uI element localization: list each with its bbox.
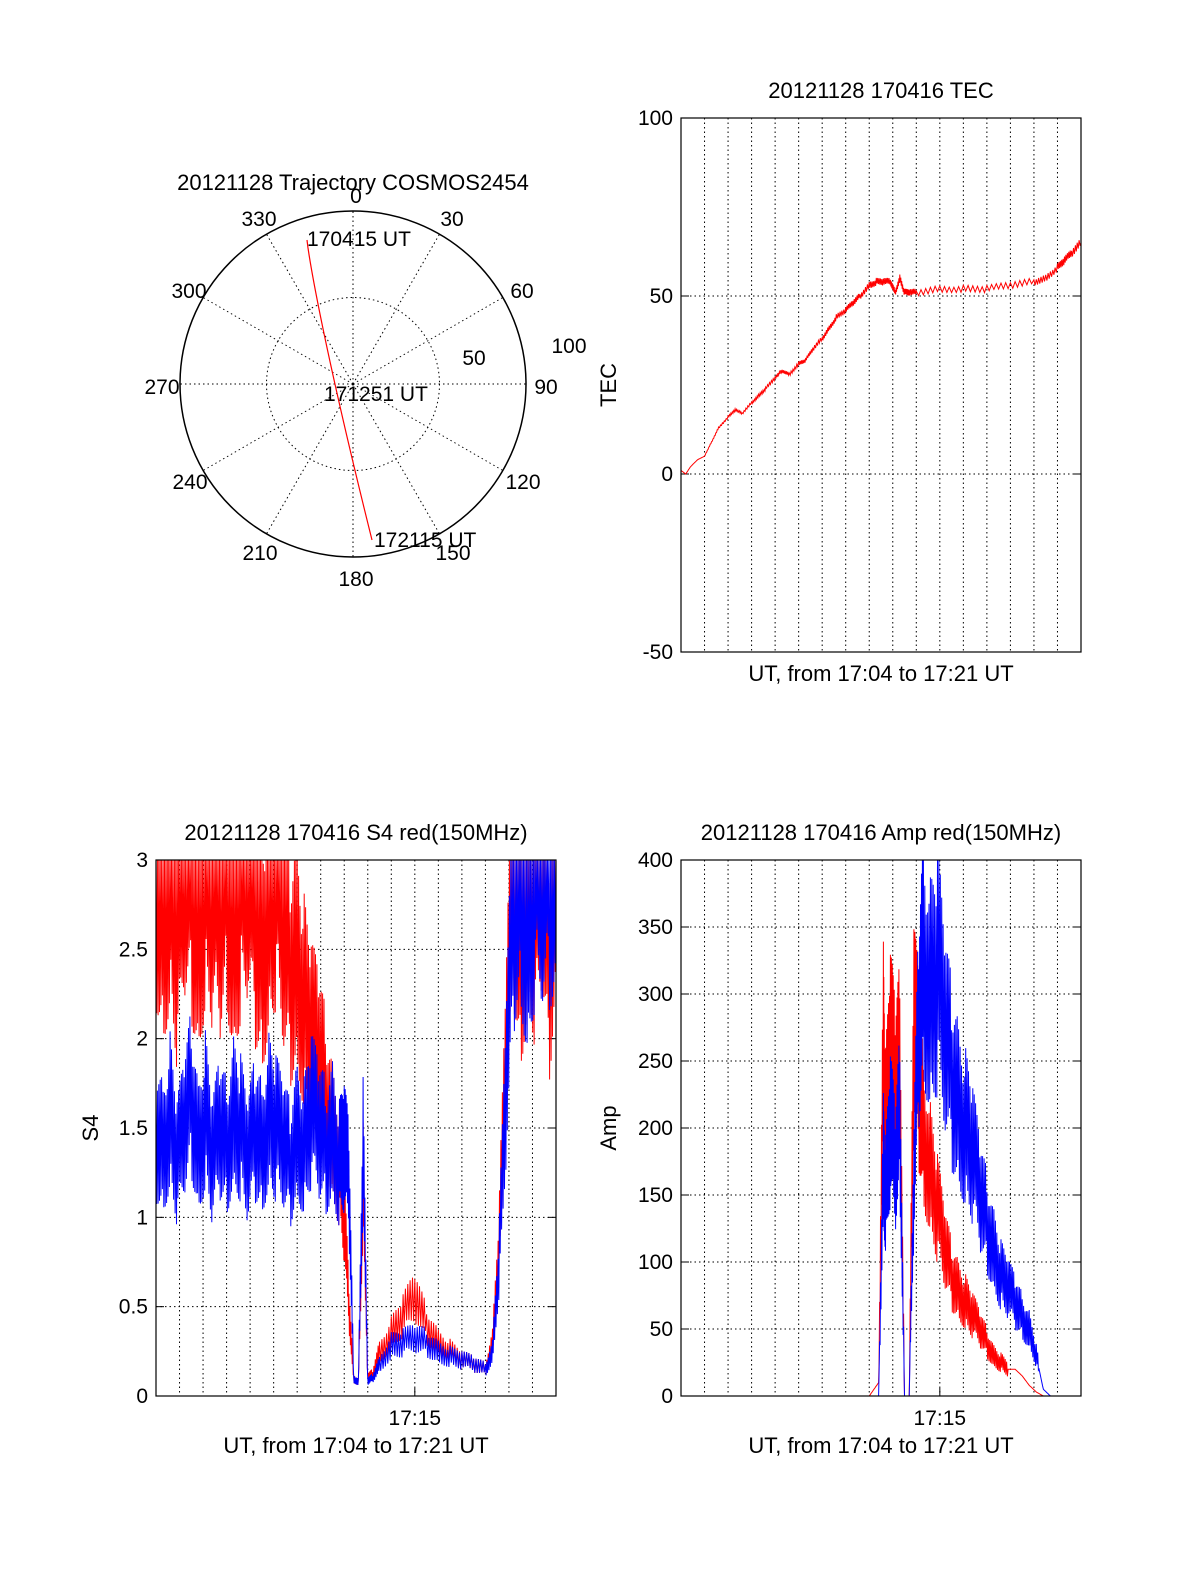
- y-axis-label: S4: [78, 1115, 103, 1142]
- y-tick-label: 0: [136, 1385, 148, 1408]
- polar-spoke: [202, 297, 354, 385]
- trajectory-mid-label: 171251 UT: [324, 383, 428, 406]
- polar-spoke: [352, 383, 504, 471]
- y-axis-label: TEC: [596, 363, 621, 407]
- y-tick-label: 200: [638, 1117, 673, 1140]
- polar-spoke: [352, 383, 440, 535]
- s4-chart: 3 2.5 2 1.5 1 0.5 0 17:15 20121128 170416 S4 red…: [78, 820, 557, 1458]
- polar-outer-circle: [179, 210, 527, 558]
- y-tick-label: 350: [638, 916, 673, 939]
- trajectory-line: [306, 239, 373, 541]
- y-tick-label: 300: [638, 983, 673, 1006]
- y-tick-label: 1.5: [119, 1117, 148, 1140]
- y-tick-label: 2.5: [119, 938, 148, 961]
- plot-frame: [155, 859, 557, 1397]
- amp-chart: 400 350 300 250 200 150 100 50 0 17:15 20121128 17…: [596, 820, 1082, 1458]
- y-axis-label: Amp: [596, 1105, 621, 1150]
- y-tick-label: 0: [661, 1385, 673, 1408]
- y-tick-label: 250: [638, 1050, 673, 1073]
- polar-title: 20121128 Trajectory COSMOS2454: [177, 170, 529, 195]
- polar-angle-label: 30: [440, 208, 463, 231]
- chart-title: 20121128 170416 S4 red(150MHz): [184, 820, 527, 845]
- y-tick-label: -50: [643, 641, 673, 664]
- series-line-red: [681, 929, 1081, 1397]
- y-tick-label: 150: [638, 1184, 673, 1207]
- series-line-blue: [681, 859, 1081, 1397]
- plot-frame: [680, 117, 1082, 653]
- polar-angle-label: 60: [510, 280, 533, 303]
- polar-radial-label: 100: [551, 335, 586, 358]
- y-tick-label: 2: [136, 1028, 148, 1051]
- polar-angle-label: 150: [435, 542, 470, 565]
- polar-spoke: [352, 233, 440, 385]
- polar-spoke: [352, 297, 504, 385]
- y-tick-label: 3: [136, 849, 148, 872]
- x-axis-label: UT, from 17:04 to 17:21 UT: [748, 661, 1013, 686]
- series-line-blue: [155, 859, 557, 1385]
- polar-radial-label: 50: [462, 347, 485, 370]
- series-line-red: [680, 240, 1082, 475]
- trajectory-start-label: 170415 UT: [307, 228, 411, 251]
- plot-frame: [680, 859, 1082, 1397]
- polar-angle-label: 210: [242, 542, 277, 565]
- polar-angle-label: 270: [144, 376, 179, 399]
- chart-title: 20121128 170416 TEC: [768, 78, 994, 103]
- x-axis-label: UT, from 17:04 to 17:21 UT: [748, 1433, 1013, 1458]
- polar-angle-label: 240: [172, 471, 207, 494]
- y-tick-label: 50: [650, 1318, 673, 1341]
- x-tick-label: 17:15: [914, 1407, 967, 1430]
- x-axis-label: UT, from 17:04 to 17:21 UT: [223, 1433, 488, 1458]
- trajectory-end-label: 172115 UT: [374, 529, 477, 552]
- polar-spoke: [266, 383, 354, 535]
- polar-angle-label: 0: [350, 185, 362, 208]
- polar-angle-label: 330: [241, 208, 276, 231]
- chart-title: 20121128 170416 Amp red(150MHz): [701, 820, 1061, 845]
- y-tick-label: 0: [661, 463, 673, 486]
- polar-angle-label: 180: [338, 568, 373, 591]
- polar-angle-label: 120: [505, 471, 540, 494]
- x-tick-label: 17:15: [389, 1407, 442, 1430]
- y-tick-label: 100: [638, 107, 673, 130]
- polar-spoke: [266, 233, 354, 385]
- y-tick-label: 50: [650, 285, 673, 308]
- polar-angle-label: 90: [534, 376, 557, 399]
- y-tick-label: 1: [136, 1206, 148, 1229]
- tec-chart: 100 50 0 -50 20121128 170416 TEC UT, from 17:…: [596, 78, 1082, 686]
- y-tick-label: 400: [638, 849, 673, 872]
- polar-angle-label: 300: [171, 280, 206, 303]
- y-tick-label: 100: [638, 1251, 673, 1274]
- y-tick-label: 0.5: [119, 1296, 148, 1319]
- polar-spoke: [202, 383, 354, 471]
